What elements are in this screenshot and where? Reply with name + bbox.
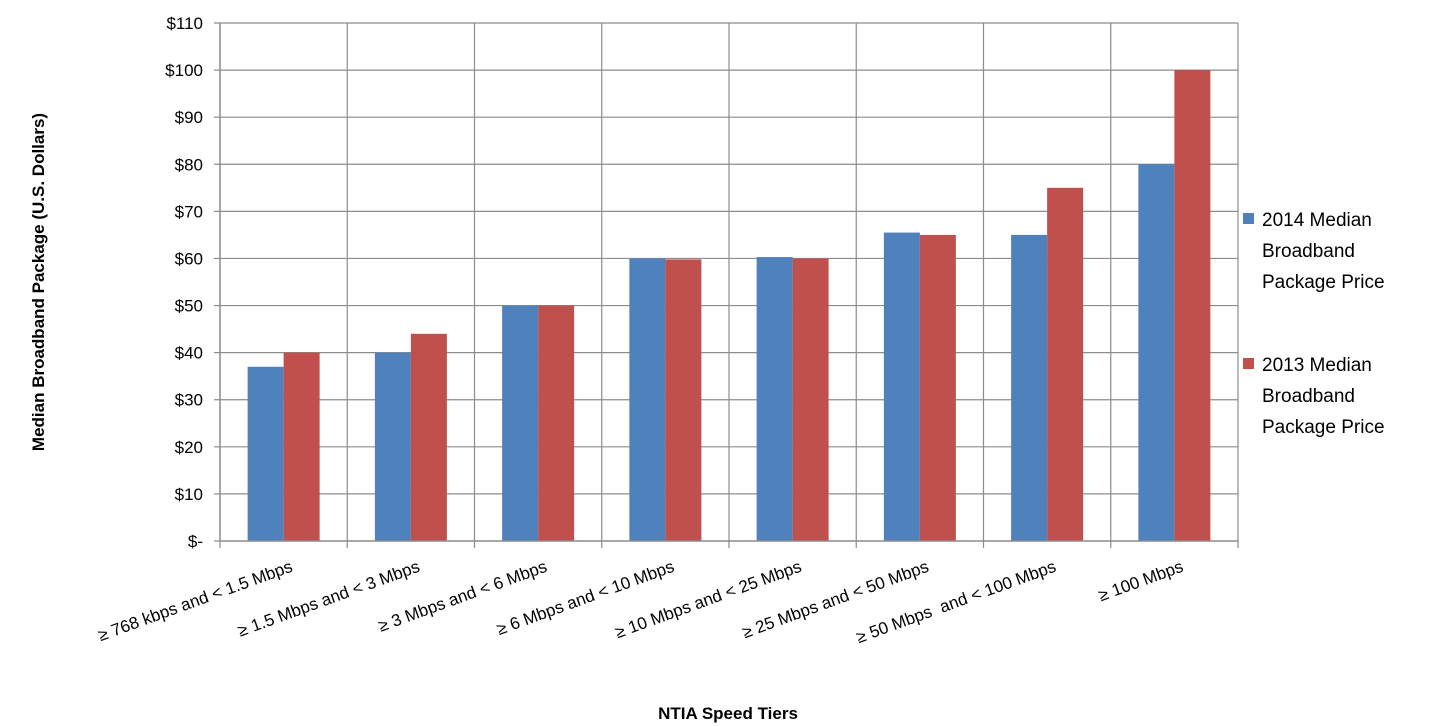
bar-2014-6 [1011,234,1048,541]
gridlines [219,22,1239,541]
x-axis-ticks: ≥ 768 kbps and < 1.5 Mbps≥ 1.5 Mbps and … [95,557,1185,647]
bar-2013-7 [1174,70,1211,541]
y-tick-label: $70 [175,202,203,221]
y-tick-label: $50 [175,297,203,316]
y-tick-label: $80 [175,155,203,174]
y-axis-ticks: $- $10 $20 $30 $40 $50 $60 $70 $80 $90 $100 $110 [165,14,203,551]
y-tick-label: $100 [165,61,203,80]
y-tick-label: $40 [175,344,203,363]
y-tick-label: $60 [175,249,203,268]
x-tick-label: ≥ 100 Mbps [1096,557,1186,605]
bar-2014-7 [1138,164,1175,542]
legend-label-2013: 2013 Median Broadband Package Price [1262,355,1385,438]
legend-label-line: Package Price [1262,272,1385,293]
bars [247,70,1211,542]
legend-label-line: Broadband [1262,241,1355,262]
legend-label-line: Package Price [1262,417,1385,438]
y-tick-label: $30 [175,391,203,410]
y-tick-label: $90 [175,108,203,127]
legend-swatch-2014 [1243,213,1254,224]
bar-2014-0 [247,366,284,541]
bar-2013-4 [792,258,829,541]
y-axis-title: Median Broadband Package (U.S. Dollars) [29,113,48,451]
bar-2013-5 [919,234,956,541]
bar-2013-2 [538,305,575,541]
legend-label-line: 2013 Median [1262,355,1372,376]
legend-label-line: Broadband [1262,386,1355,407]
bar-2013-6 [1047,187,1084,541]
y-tick-label: $- [188,532,203,551]
bar-2014-3 [629,258,666,541]
y-tick-label: $10 [175,485,203,504]
legend-label-2014: 2014 Median Broadband Package Price [1262,210,1385,293]
bar-2014-4 [756,257,793,541]
bar-2014-5 [883,232,920,541]
bar-2013-3 [665,259,702,541]
legend-swatch-2013 [1243,358,1254,369]
bar-2014-1 [374,352,411,541]
y-tick-label: $110 [166,14,203,33]
axes [214,22,1239,548]
bar-2013-1 [410,333,447,541]
y-tick-label: $20 [175,438,203,457]
bar-2014-2 [502,305,539,541]
bar-2013-0 [283,352,320,541]
x-axis-title: NTIA Speed Tiers [658,704,798,723]
x-tick-label: ≥ 50 Mbps and < 100 Mbps [854,557,1059,647]
legend-label-line: 2014 Median [1262,210,1372,231]
